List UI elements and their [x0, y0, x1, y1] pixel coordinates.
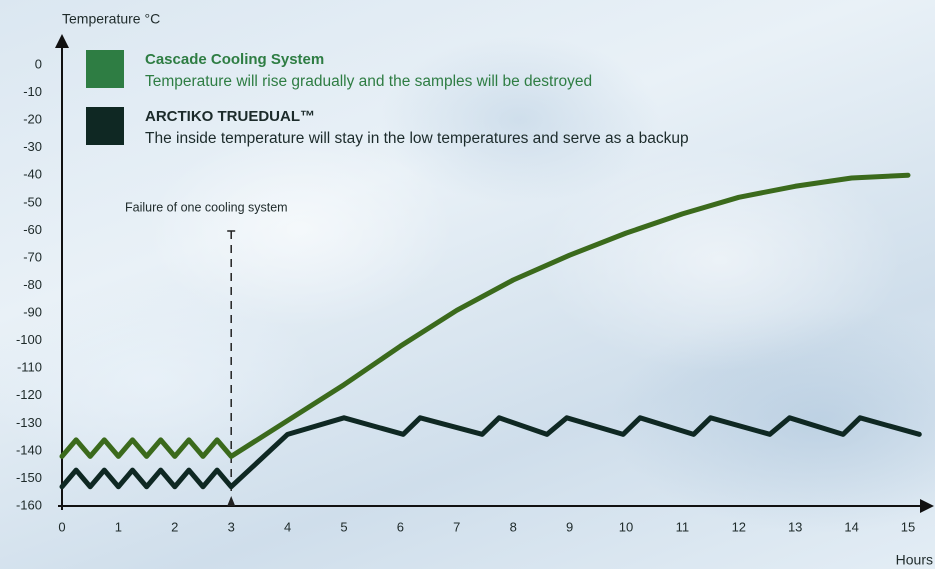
y-tick-label: -10	[23, 84, 42, 99]
y-tick-label: -150	[16, 470, 42, 485]
y-tick-label: -100	[16, 332, 42, 347]
y-tick-label: -120	[16, 387, 42, 402]
legend-description: Temperature will rise gradually and the …	[145, 73, 592, 90]
legend-name: Cascade Cooling System	[145, 51, 324, 68]
x-tick-label: 4	[284, 519, 291, 534]
y-tick-label: -40	[23, 167, 42, 182]
x-tick-label: 3	[228, 519, 235, 534]
y-tick-label: -90	[23, 305, 42, 320]
x-tick-label: 5	[340, 519, 347, 534]
y-tick-label: 0	[35, 56, 42, 71]
x-tick-label: 13	[788, 519, 802, 534]
y-tick-label: -130	[16, 415, 42, 430]
x-tick-label: 10	[619, 519, 633, 534]
x-tick-label: 9	[566, 519, 573, 534]
x-tick-label: 12	[732, 519, 746, 534]
x-tick-label: 0	[58, 519, 65, 534]
x-tick-label: 14	[844, 519, 858, 534]
failure-arrow	[227, 496, 236, 506]
y-tick-label: -30	[23, 139, 42, 154]
y-tick-label: -140	[16, 442, 42, 457]
y-tick-label: -20	[23, 112, 42, 127]
y-tick-label: -110	[17, 360, 42, 375]
y-tick-label: -80	[23, 277, 42, 292]
legend-description: The inside temperature will stay in the …	[145, 130, 689, 147]
x-axis-label: Hours	[896, 552, 933, 568]
x-axis-arrow	[920, 499, 934, 513]
y-axis-arrow	[55, 34, 69, 48]
y-tick-label: -50	[23, 194, 42, 209]
x-tick-label: 8	[510, 519, 517, 534]
x-tick-label: 2	[171, 519, 178, 534]
y-tick-label: -60	[23, 222, 42, 237]
x-tick-label: 7	[453, 519, 460, 534]
legend-swatch	[86, 50, 124, 88]
y-tick-label: -70	[23, 249, 42, 264]
series-line	[59, 172, 911, 459]
series-line	[59, 415, 922, 490]
y-axis-label: Temperature °C	[62, 11, 160, 27]
x-tick-label: 15	[901, 519, 915, 534]
legend-name: ARCTIKO TRUEDUAL™	[145, 108, 315, 125]
x-tick-label: 6	[397, 519, 404, 534]
x-tick-label: 11	[676, 519, 690, 534]
legend-swatch	[86, 107, 124, 145]
annotation-text: Failure of one cooling system	[125, 200, 288, 214]
y-tick-label: -160	[16, 497, 42, 512]
x-tick-label: 1	[115, 519, 122, 534]
